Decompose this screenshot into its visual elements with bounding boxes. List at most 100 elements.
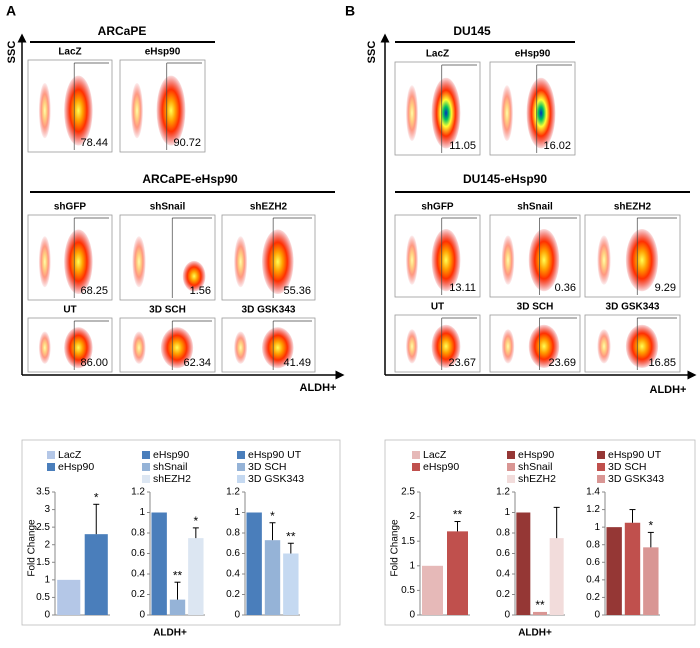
legend-swatch — [507, 475, 515, 483]
significance: ** — [535, 598, 545, 612]
cell-population — [156, 75, 186, 146]
y-tick-label: 1.4 — [586, 487, 600, 498]
plot-label: shSnail — [517, 202, 553, 213]
plot-label: shEZH2 — [614, 202, 652, 213]
x-axis-label: ALDH+ — [153, 628, 187, 639]
gate-value: 78.44 — [80, 137, 108, 149]
cell-population — [261, 229, 294, 295]
cell-population — [234, 236, 248, 288]
x-axis-label: ALDH+ — [518, 628, 552, 639]
cell-population — [431, 228, 461, 292]
gate-value: 16.02 — [543, 140, 571, 152]
bar — [264, 540, 281, 615]
y-tick-label: 1.5 — [401, 536, 415, 547]
significance: * — [270, 509, 275, 523]
y-tick-label: 0.6 — [586, 557, 600, 568]
legend-swatch — [142, 451, 150, 459]
plot-label: UT — [431, 302, 444, 313]
plot-label: shGFP — [54, 202, 87, 213]
y-tick-label: 1 — [234, 507, 240, 518]
y-tick-label: 0 — [504, 610, 510, 621]
legend-swatch — [597, 463, 605, 471]
y-tick-label: 0.6 — [226, 548, 240, 559]
cell-population — [406, 329, 418, 364]
y-tick-label: 0.6 — [131, 548, 145, 559]
y-tick-label: 0.2 — [586, 592, 600, 603]
bar — [422, 565, 443, 615]
cell-population — [38, 83, 51, 139]
y-tick-label: 0.5 — [36, 592, 50, 603]
y-axis-label: Fold Change — [390, 519, 401, 577]
legend-label: 3D SCH — [608, 461, 647, 473]
y-tick-label: 0 — [139, 610, 145, 621]
gate-value: 68.25 — [80, 285, 108, 297]
plot-label: 3D GSK343 — [606, 302, 660, 313]
bar — [283, 553, 299, 615]
plot-label: UT — [63, 305, 76, 316]
cell-population — [526, 77, 556, 149]
bar — [57, 579, 81, 615]
gate-value: 23.67 — [448, 357, 476, 369]
cell-population — [38, 331, 51, 364]
legend-label: shSnail — [153, 461, 187, 473]
cell-population — [406, 85, 418, 142]
gate-value: 90.72 — [173, 137, 201, 149]
cell-population — [501, 329, 515, 364]
y-tick-label: 1.5 — [36, 557, 50, 568]
legend-label: eHsp90 — [58, 461, 94, 473]
panel-subtitle: DU145-eHsp90 — [463, 172, 547, 186]
y-tick-label: 1 — [44, 574, 50, 585]
legend-label: eHsp90 — [153, 449, 189, 461]
cell-population — [406, 235, 418, 285]
cell-population — [597, 329, 611, 364]
plot-label: shGFP — [421, 202, 454, 213]
chart-frame — [21, 439, 341, 626]
x-axis-label: ALDH+ — [650, 384, 687, 396]
plot-label: eHsp90 — [145, 47, 181, 58]
y-tick-label: 0.8 — [226, 528, 240, 539]
bar — [549, 538, 564, 615]
legend-swatch — [412, 451, 420, 459]
legend-swatch — [597, 451, 605, 459]
y-tick-label: 1.2 — [496, 487, 510, 498]
legend-swatch — [47, 463, 55, 471]
y-tick-label: 1.2 — [226, 487, 240, 498]
cell-population — [431, 77, 461, 149]
bar — [447, 531, 468, 615]
plot-label: 3D SCH — [149, 305, 186, 316]
cell-population — [64, 229, 93, 295]
y-tick-label: 0.4 — [226, 569, 240, 580]
legend-swatch — [142, 475, 150, 483]
panel-subtitle: ARCaPE-eHsp90 — [142, 172, 238, 186]
y-tick-label: 1 — [409, 560, 415, 571]
cell-population — [431, 324, 461, 369]
bar — [533, 611, 547, 615]
legend-label: LacZ — [423, 449, 447, 461]
plot-label: shEZH2 — [250, 202, 288, 213]
gate-value: 13.11 — [449, 282, 476, 294]
y-tick-label: 1 — [504, 507, 510, 518]
bar — [643, 547, 659, 615]
plot-label: eHsp90 — [515, 49, 551, 60]
y-tick-label: 1.2 — [586, 504, 600, 515]
cell-population — [64, 75, 93, 146]
legend-label: eHsp90 UT — [248, 449, 302, 461]
legend-label: eHsp90 — [423, 461, 459, 473]
legend-swatch — [237, 475, 245, 483]
panel-letter: A — [6, 3, 16, 19]
cell-population — [501, 85, 513, 142]
gate-value: 9.29 — [655, 282, 676, 294]
plot-label: LacZ — [58, 47, 81, 58]
gate-value: 23.69 — [548, 357, 576, 369]
y-tick-label: 1 — [139, 507, 145, 518]
cell-population — [132, 331, 146, 364]
cell-population — [597, 235, 611, 285]
chart-frame — [384, 439, 696, 626]
y-axis-label: SSC — [366, 41, 378, 64]
cell-population — [160, 327, 194, 369]
significance: * — [193, 514, 198, 528]
panel-title: ARCaPE — [98, 24, 147, 38]
cell-population — [261, 327, 294, 369]
bar — [246, 512, 262, 615]
legend-swatch — [47, 451, 55, 459]
